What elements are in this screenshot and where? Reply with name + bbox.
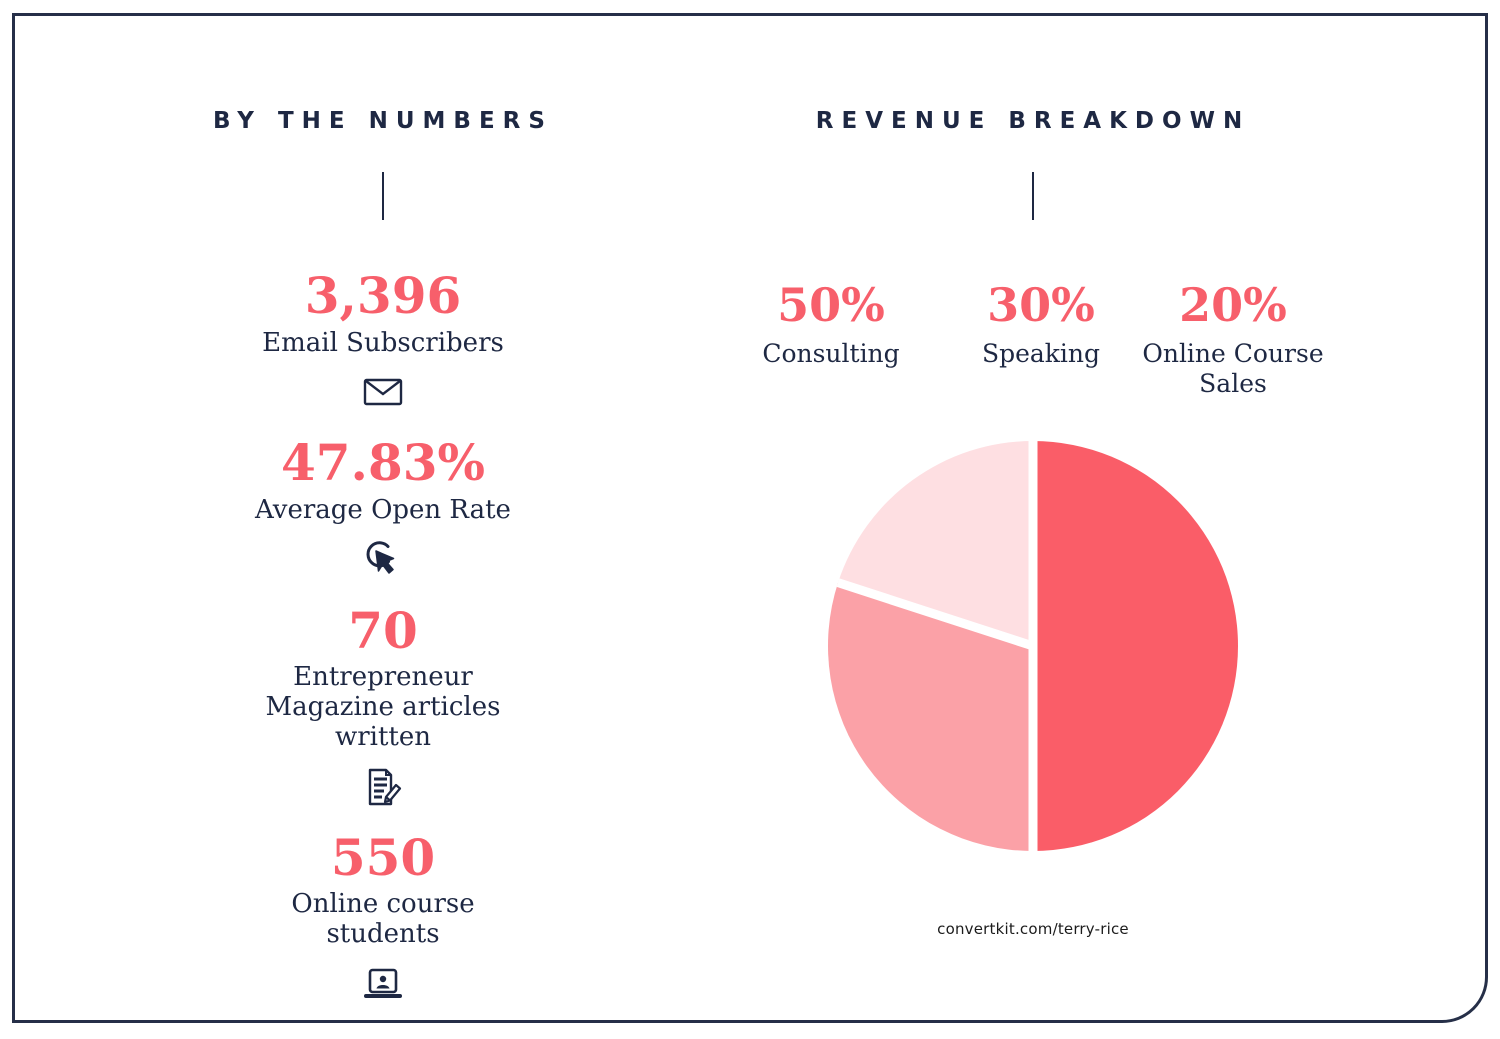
left-divider-line — [382, 172, 384, 220]
stat-value: 3,396 — [304, 266, 462, 325]
by-the-numbers-section: BY THE NUMBERS 3,396 Email Subscribers 4… — [103, 16, 663, 1020]
by-the-numbers-heading: BY THE NUMBERS — [213, 108, 553, 134]
stat-label: Entrepreneur Magazine articles written — [265, 662, 501, 753]
legend-label: Online Course Sales — [1142, 338, 1324, 398]
footer-url: convertkit.com/terry-rice — [937, 920, 1129, 938]
stat-email-subscribers: 3,396 Email Subscribers — [103, 266, 663, 413]
legend-label: Speaking — [981, 338, 1101, 368]
article-pencil-icon — [103, 766, 663, 808]
legend-percent: 30% — [987, 278, 1095, 332]
stat-label: Online course students — [291, 889, 475, 950]
infographic-card: BY THE NUMBERS 3,396 Email Subscribers 4… — [12, 13, 1488, 1023]
stat-value: 47.83% — [280, 433, 486, 493]
pie-slice-speaking — [828, 582, 1033, 851]
pie-legend: 50% Consulting 30% Speaking 20% Online C… — [663, 280, 1403, 432]
stat-label: Email Subscribers — [262, 327, 504, 358]
revenue-breakdown-section: REVENUE BREAKDOWN 50% Consulting 30% Spe… — [663, 16, 1403, 938]
revenue-pie-chart — [663, 438, 1403, 854]
stat-articles-written: 70 Entrepreneur Magazine articles writte… — [103, 600, 663, 808]
stat-value: 550 — [330, 827, 436, 887]
stat-value: 70 — [348, 600, 418, 660]
cursor-click-icon — [103, 539, 663, 581]
right-divider-line — [1032, 172, 1034, 220]
legend-label: Consulting — [762, 338, 900, 368]
stat-online-course-students: 550 Online course students — [103, 827, 663, 1005]
pie-slice-consulting — [1033, 441, 1238, 851]
stat-average-open-rate: 47.83% Average Open Rate — [103, 437, 663, 580]
pie-slice-separator — [836, 578, 1035, 651]
legend-item-speaking: 30% Speaking — [966, 280, 1116, 369]
envelope-icon — [103, 371, 663, 413]
legend-item-consulting: 50% Consulting — [756, 280, 906, 369]
online-student-icon — [103, 963, 663, 1005]
revenue-breakdown-heading: REVENUE BREAKDOWN — [815, 108, 1251, 134]
stats-list: 3,396 Email Subscribers 47.83% Average O… — [103, 266, 663, 1005]
legend-item-online-course-sales: 20% Online Course Sales — [1138, 280, 1328, 399]
legend-percent: 20% — [1179, 278, 1287, 332]
stat-label: Average Open Rate — [255, 494, 511, 525]
legend-percent: 50% — [777, 278, 885, 332]
